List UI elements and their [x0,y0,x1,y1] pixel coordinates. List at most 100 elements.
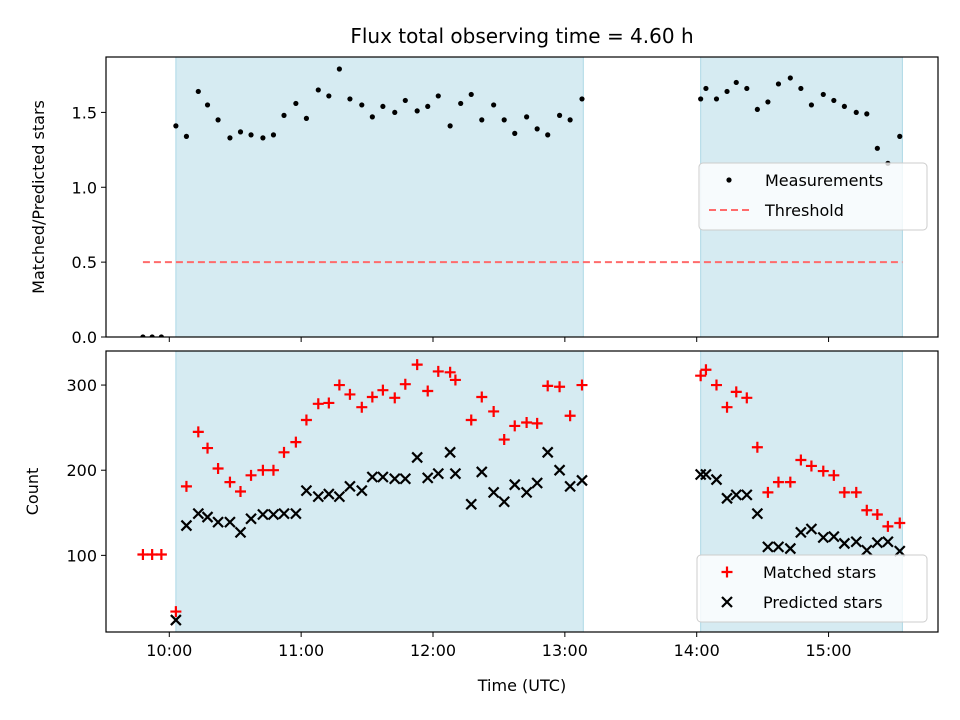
matched-star-point [389,392,401,404]
measurement-point [204,102,211,108]
predicted-star-point [377,471,389,483]
measurement-point [897,133,903,139]
matched-star-point [444,366,456,378]
predicted-star-point [828,530,840,543]
observing-window-0 [175,56,584,338]
matched-star-point [521,417,533,429]
predicted-star-point [300,484,313,497]
predicted-star-point [444,446,456,459]
predicted-star-point [323,488,335,500]
matched-star-point [564,410,576,422]
predicted-star-point [257,508,269,521]
predicted-star-point [730,489,743,501]
matched-star-point [894,517,906,529]
predicted-star-point [388,472,401,485]
predicted-star-point [762,541,774,553]
predicted-star-point [487,486,500,499]
x-tick-label: 10:00 [146,641,192,660]
measurement-point [853,109,859,116]
predicted-star-point [700,468,712,481]
plot-frame [105,56,939,338]
matched-star-point [795,454,807,466]
legend: Matched stars Predicted stars [696,554,928,623]
predicted-star-point [576,474,588,487]
predicted-star-point [772,541,785,553]
predicted-star-point [192,507,205,520]
matched-star-point [170,606,182,618]
measurement-point [841,103,847,110]
measurement-point [512,130,518,136]
predicted-star-point [356,484,368,497]
chart-title: Flux total observing time = 4.60 h [350,24,693,48]
matched-star-point [817,465,829,477]
matched-star-point [290,436,302,448]
measurement-point [556,112,563,118]
matched-star-point [202,442,214,454]
measurement-point [336,66,342,72]
legend-predicted-symbol [721,596,733,608]
measurement-point [447,123,453,129]
predicted-star-point [333,490,346,503]
predicted-star-point [170,614,182,626]
predicted-star-point [741,489,753,501]
matched-star-point [710,379,722,391]
matched-star-point [146,549,158,561]
measurement-point [831,97,837,104]
measurement-point [703,85,709,92]
matched-star-point [449,374,461,386]
predicted-star-point [882,535,894,548]
legend-label: Matched stars [763,563,876,582]
predicted-star-point [201,511,214,523]
measurement-point [326,93,332,99]
predicted-star-point [449,467,462,480]
measurement-point [501,117,507,123]
matched-star-point [700,364,712,376]
matched-star-point [751,441,763,453]
matched-star-point [300,414,312,426]
measurement-point [414,108,420,114]
matched-star-point [838,486,850,498]
x-tick-label: 14:00 [674,641,720,660]
measurement-point [369,114,375,120]
x-tick-label: 12:00 [410,641,456,660]
predicted-star-point [784,542,797,555]
matched-star-point [465,414,477,426]
predicted-star-point [541,446,554,459]
measurement-point [733,79,739,86]
y-tick-label: 200 [66,461,97,480]
measurement-point [281,112,287,118]
series-layer [140,66,903,337]
measurement-point [248,132,254,138]
predicted-star-point [267,508,280,521]
legend-label: Measurements [765,171,883,190]
x-tick-label: 13:00 [542,641,588,660]
predicted-star-point [180,519,193,532]
predicted-star-point [520,486,533,499]
predicted-star-point [344,480,356,493]
y-axis-label: Matched/Predicted stars [29,100,48,294]
measurement-point [754,106,760,113]
measurement-point [468,91,474,98]
matched-star-point [498,434,510,446]
legend-box [698,162,928,231]
predicted-star-point [871,536,884,549]
bottom-panel: 10:00 11:00 12:00 13:00 14:00 15:00 100 200 300 C… [23,350,939,660]
measurement-point [425,103,431,110]
matched-star-point [212,463,224,475]
matched-star-point [323,397,335,409]
measurement-point [195,88,201,95]
measurement-point [303,115,310,121]
legend-measurement-symbol [726,177,732,183]
matched-star-point [356,401,368,413]
measurement-point [491,102,497,108]
predicted-star-point [290,507,302,520]
measurement-point [260,135,266,141]
matched-star-point [155,549,167,561]
matched-star-point [721,401,733,413]
predicted-star-point [751,507,764,520]
measurement-point [545,132,551,138]
matched-star-point [432,365,444,377]
predicted-star-point [893,545,906,557]
legend: Measurements Threshold [698,162,928,231]
matched-star-point [476,391,488,403]
